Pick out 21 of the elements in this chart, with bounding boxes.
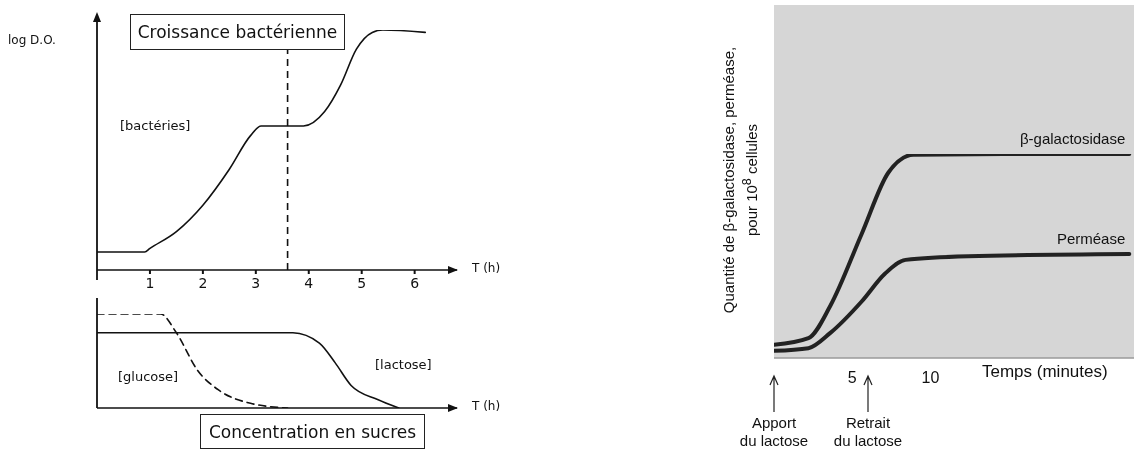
x-axis-title: T (h) (472, 399, 501, 413)
x-tick-label: 10 (921, 369, 940, 387)
x-tick-label: 5 (357, 274, 367, 291)
text: Concentration en sucres (208, 421, 417, 442)
x-tick-label: 5 (847, 369, 857, 387)
chart-title: Croissance bactérienne (137, 22, 338, 42)
x-axis-title: T (h) (472, 261, 501, 275)
series-label: Perméase (1056, 229, 1126, 247)
x-tick-label: 1 (145, 274, 155, 291)
series-label: [glucose] (118, 369, 179, 384)
x-tick-label: 3 (251, 274, 261, 291)
series-label: [lactose] (375, 357, 432, 372)
text: [bactéries] (120, 118, 191, 133)
text: Apport du lactose (739, 414, 809, 450)
text: Retrait du lactose (833, 414, 903, 450)
x-tick-label: 2 (198, 274, 208, 291)
series-label: β-galactosidase (1019, 130, 1126, 147)
x-tick-label: 4 (304, 274, 314, 291)
y-axis-title: log D.O. (8, 33, 56, 47)
x-tick-label: 6 (410, 274, 420, 291)
x-axis-title: Temps (minutes) (982, 362, 1108, 382)
